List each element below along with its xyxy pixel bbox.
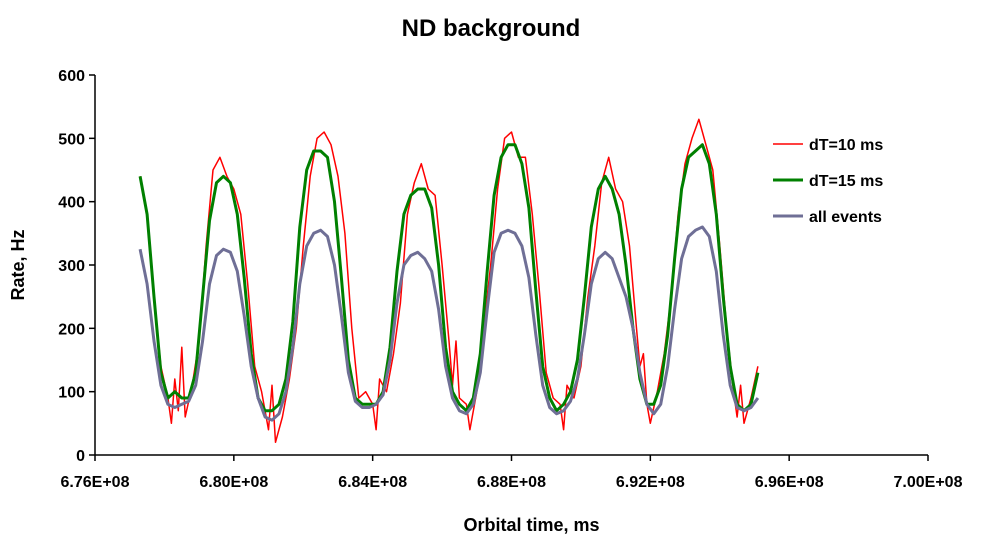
series-group	[138, 118, 760, 444]
y-axis-title: Rate, Hz	[8, 229, 28, 300]
x-axis-ticks: 6.76E+08 6.80E+08 6.84E+08 6.88E+08 6.92E+08…	[61, 455, 963, 491]
x-axis-title: Orbital time, ms	[463, 515, 599, 535]
y-tick-label: 500	[58, 131, 85, 148]
y-tick-label: 600	[58, 68, 85, 85]
x-tick-label: 6.88E+08	[477, 474, 546, 491]
y-tick-label: 400	[58, 195, 85, 212]
y-tick-label: 200	[58, 321, 85, 338]
series-line-1	[139, 118, 759, 444]
x-tick-label: 6.96E+08	[755, 474, 824, 491]
legend-label: all events	[809, 209, 882, 226]
x-tick-label: 6.84E+08	[338, 474, 407, 491]
y-tick-label: 300	[58, 258, 85, 275]
y-axis-ticks: 0 100 200 300 400 500 600	[58, 68, 95, 465]
legend: dT=10 ms dT=15 ms all events	[773, 137, 883, 226]
chart-title: ND background	[402, 15, 581, 42]
series-line-3	[138, 225, 760, 422]
x-tick-label: 7.00E+08	[894, 474, 963, 491]
x-tick-label: 6.80E+08	[199, 474, 268, 491]
x-tick-label: 6.76E+08	[61, 474, 130, 491]
series-line-2	[138, 143, 760, 413]
y-tick-label: 0	[76, 448, 85, 465]
plot-area: 0 100 200 300 400 500 600 6.76E+08 6.80E+08 6.84…	[58, 68, 962, 491]
y-tick-label: 100	[58, 385, 85, 402]
x-tick-label: 6.92E+08	[616, 474, 685, 491]
legend-label: dT=10 ms	[809, 137, 883, 154]
legend-label: dT=15 ms	[809, 173, 883, 190]
